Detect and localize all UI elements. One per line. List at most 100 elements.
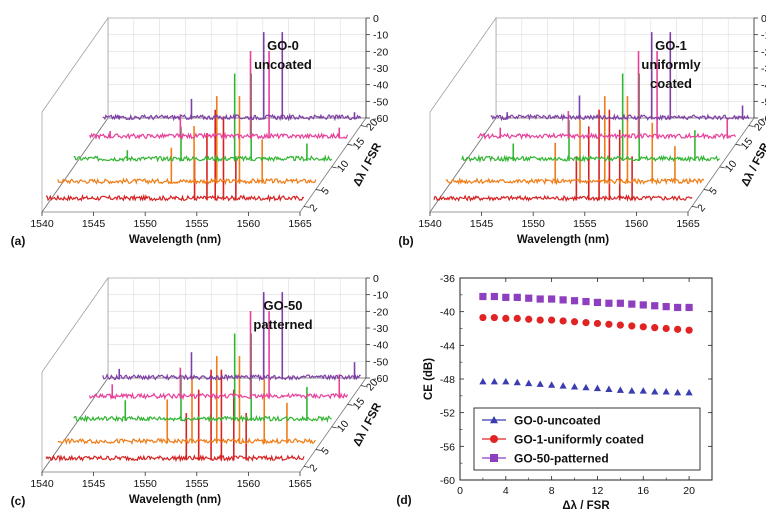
circle-marker (570, 318, 579, 326)
triangle-marker (502, 377, 510, 385)
y-tick-label: -60 (373, 373, 388, 385)
triangle-marker (479, 377, 487, 385)
x-tick-label: 1560 (237, 218, 261, 230)
square-marker (502, 293, 510, 301)
panel-annotation: uniformly (641, 57, 701, 72)
y-tick-label: -10 (761, 30, 766, 42)
triangle-marker (582, 383, 590, 391)
x-tick-label: 1540 (418, 218, 442, 230)
triangle-marker (605, 385, 613, 392)
square-marker (639, 301, 647, 309)
x-tick-label: 1560 (237, 478, 261, 490)
circle-marker (605, 320, 613, 328)
y-tick-label: -40 (373, 340, 388, 352)
x-tick-label: 1565 (676, 218, 700, 230)
x-tick-label: 8 (549, 485, 555, 497)
z-tick-label: 15 (351, 395, 368, 412)
panel-label: (d) (396, 493, 411, 507)
circle-marker (616, 321, 624, 329)
circle-marker (548, 316, 556, 324)
y-tick-label: -20 (373, 46, 388, 58)
z-tick (347, 143, 353, 146)
y-tick-label: 0 (373, 273, 379, 285)
waterfall-panel-1: 0 -10 -20 -30 -40 -50 -60 1540 1545 1550 1555 1560 1… (11, 13, 389, 248)
circle-marker (513, 314, 521, 322)
y-tick-label: -60 (761, 113, 766, 125)
square-marker (559, 296, 567, 304)
square-marker (513, 293, 521, 301)
y-tick-label: -20 (761, 46, 766, 58)
square-marker (570, 297, 579, 305)
z-tick (315, 449, 321, 451)
circle-marker (674, 325, 682, 333)
square-marker (616, 299, 624, 307)
triangle-marker (525, 379, 533, 387)
triangle-marker (490, 377, 498, 385)
z-tick-label: 2 (307, 202, 320, 214)
z-tick (703, 189, 709, 191)
x-tick-label: 1550 (134, 478, 158, 490)
series-noise-floor (45, 454, 305, 463)
z-tick (735, 143, 741, 146)
series-noise-floor (88, 392, 349, 401)
y-axis-label: CE (dB) (423, 358, 435, 400)
y-tick-label: -10 (373, 290, 388, 302)
z-tick-label: 10 (335, 418, 352, 435)
y-tick-label: -30 (761, 63, 766, 75)
x-tick-label: 1540 (30, 218, 54, 230)
z-tick (303, 465, 310, 468)
z-tick-label: 10 (335, 158, 352, 175)
legend: GO-0-uncoated GO-1-uniformly coated GO-50-… (473, 407, 701, 471)
circle-marker (662, 324, 670, 333)
square-marker (593, 298, 602, 307)
panel-annotation: patterned (253, 317, 312, 332)
x-tick-label: 1545 (82, 478, 106, 490)
z-tick (331, 166, 337, 169)
x-tick-label: 1560 (625, 218, 649, 230)
x-tick-label: 20 (683, 485, 695, 497)
circle-marker (685, 326, 693, 334)
series-noise-floor (73, 154, 333, 163)
y-tick-label: -30 (373, 323, 388, 335)
triangle-marker (593, 384, 602, 392)
z-tick (691, 205, 698, 208)
y-tick-label: -40 (440, 307, 455, 319)
x-tick-label: 1540 (30, 478, 54, 490)
y-tick-label: 0 (373, 13, 379, 25)
triangle-marker (570, 382, 579, 390)
x-tick-label: 1545 (82, 218, 106, 230)
triangle-marker (639, 387, 647, 394)
triangle-marker (616, 386, 624, 393)
panel-label: (a) (11, 234, 26, 248)
y-tick-label: -50 (761, 96, 766, 108)
z-tick-label: 2 (695, 202, 708, 214)
y-tick-label: -50 (373, 96, 388, 108)
y-tick-label: -10 (373, 30, 388, 42)
series-noise-floor (102, 373, 361, 382)
z-tick-label: 2 (307, 462, 320, 474)
legend-entry: GO-0-uncoated (514, 414, 601, 428)
y-tick-label: 0 (761, 13, 766, 25)
circle-marker (525, 315, 533, 323)
square-marker (525, 294, 533, 302)
circle-marker (502, 314, 510, 322)
x-tick-label: 1550 (522, 218, 546, 230)
series-noise-floor (445, 177, 705, 186)
panel-annotation: uncoated (254, 57, 312, 72)
panel-annotation: GO-50 (263, 298, 302, 313)
circle-marker (490, 313, 498, 322)
square-marker (674, 303, 682, 312)
panel-annotation: GO-0 (267, 38, 299, 53)
z-tick-label: 20 (752, 117, 766, 134)
square-marker (582, 297, 590, 306)
triangle-marker (662, 388, 670, 395)
circle-marker (651, 324, 659, 332)
square-marker (628, 300, 636, 308)
y-tick-label: -44 (440, 340, 455, 352)
x-axis-label: Δλ / FSR (562, 500, 610, 512)
z-tick (360, 125, 366, 127)
circle-marker (559, 317, 567, 325)
left-wall (41, 16, 109, 214)
x-tick-label: 1545 (470, 218, 494, 230)
